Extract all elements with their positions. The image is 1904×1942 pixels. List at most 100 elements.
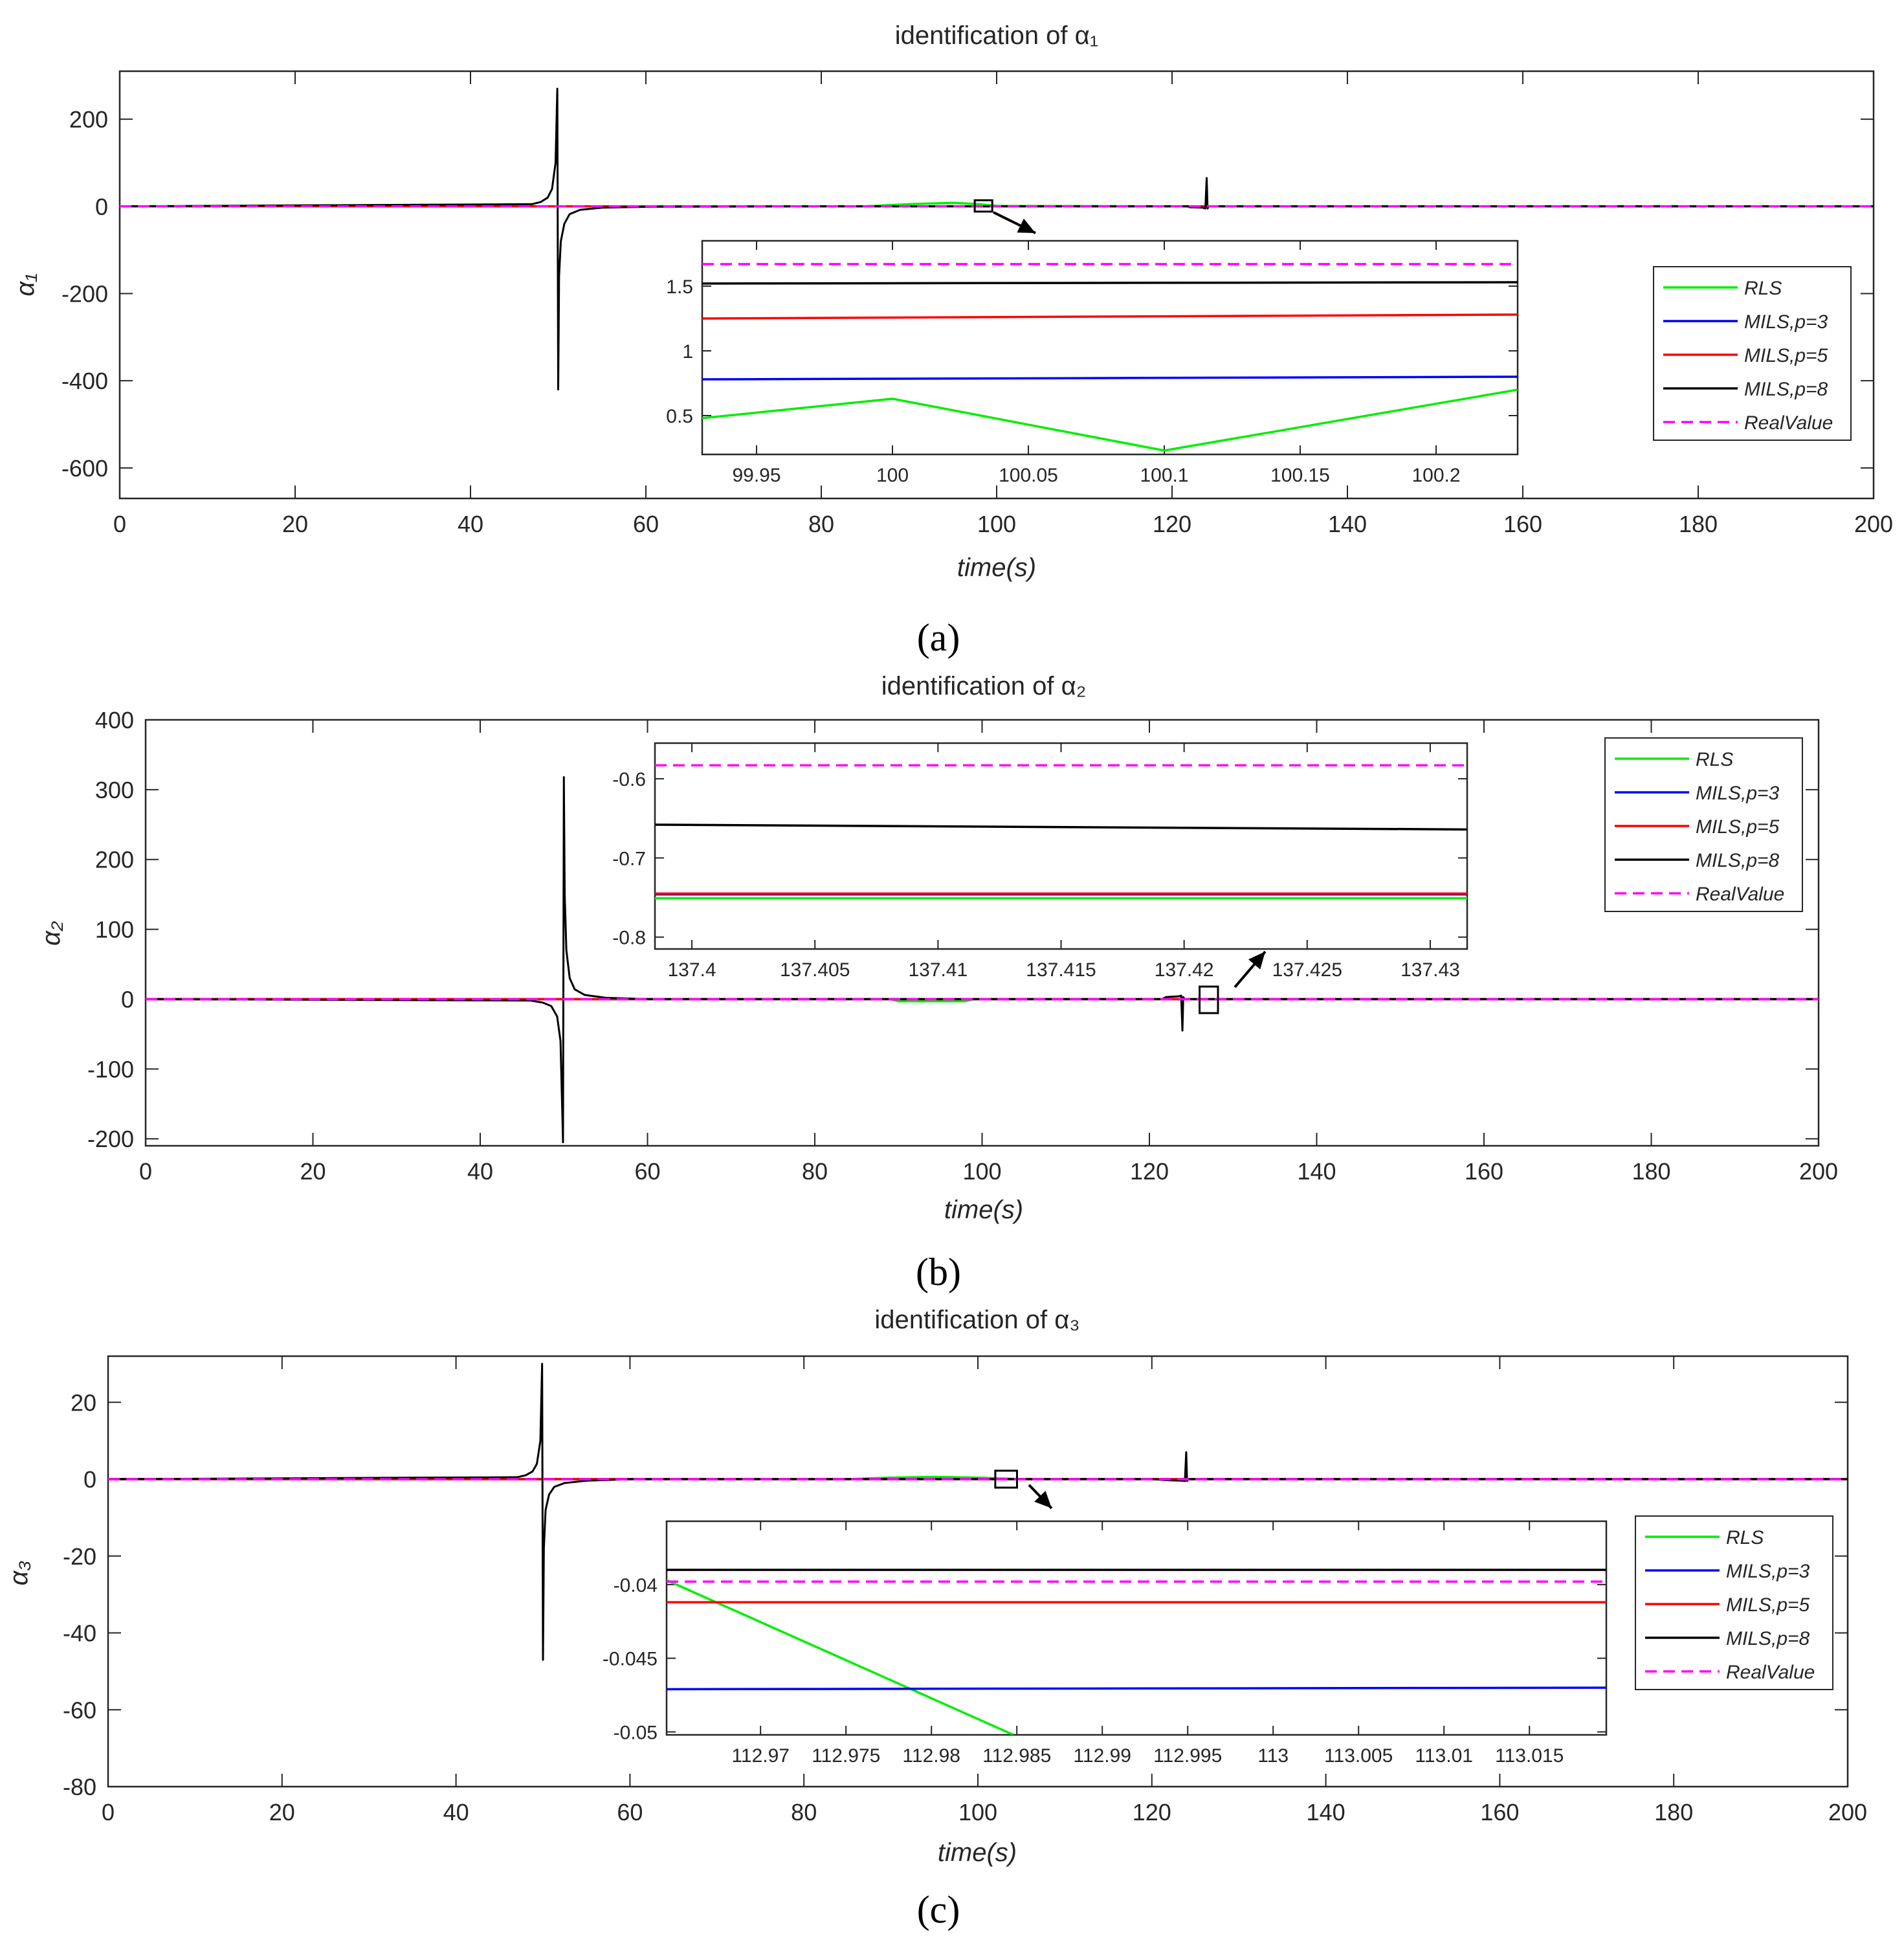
inset-series-line-mils-p-3 [702,375,1518,381]
inset-series-line-mils-p-5 [702,313,1518,320]
x-tick-label: 20 [282,511,308,537]
x-tick-label: 40 [443,1799,469,1825]
inset-x-tick-label: 137.42 [1155,959,1214,981]
panel-label: (b) [916,1251,961,1293]
legend: RLS MILS,p=3 MILS,p=5 MILS,p=8 RealValue [1635,1515,1833,1690]
zoom-arrow-head [1017,218,1035,233]
y-axis-label: α₃ [5,1561,33,1586]
y-tick-label: 0 [83,1466,96,1493]
series-group [108,1363,1848,1661]
y-tick-label: 400 [95,707,134,733]
inset-x-tick-label: 112.975 [812,1745,880,1767]
legend-entry-label: MILS,p=3 [1744,311,1828,333]
x-tick-label: 140 [1297,1158,1336,1185]
inset-y-tick-label: -0.045 [603,1649,658,1670]
inset-series-line-rls [702,388,1518,452]
y-tick-label: -80 [63,1774,96,1800]
x-tick-label: 120 [1133,1799,1171,1825]
inset-x-tick-label: 100.2 [1411,465,1460,486]
inset-x-tick-label: 137.405 [780,959,850,981]
legend-entry-label: MILS,p=3 [1696,783,1780,804]
inset-x-tick-label: 100.1 [1140,465,1188,486]
inset-plot-area [665,1520,1608,1736]
inset-x-tick-label: 112.98 [902,1745,960,1767]
x-tick-label: 120 [1130,1158,1169,1185]
legend-entry-label: RLS [1696,749,1733,770]
legend-box [1635,1515,1833,1690]
inset-x-tick-label: 112.985 [982,1745,1051,1767]
inset-series-group [667,1568,1606,1735]
y-tick-label: -200 [87,1126,134,1152]
legend-entry-label: MILS,p=5 [1744,345,1828,366]
legend-entry-label: MILS,p=5 [1696,816,1780,838]
y-tick-label: -400 [61,368,108,394]
series-line-mils-p-8 [120,87,1874,391]
legend-entry-label: RLS [1744,278,1782,299]
panel-label: (a) [917,616,960,659]
chart-title: identification of α₃ [874,1306,1079,1334]
inset-x-tick-label: 100.05 [999,465,1058,486]
inset-series-group [702,263,1518,452]
chart-title: identification of α₂ [881,672,1087,700]
x-tick-label: 80 [791,1799,817,1825]
inset-x-tick-label: 113.005 [1324,1745,1393,1767]
legend-box [1653,266,1852,441]
x-tick-label: 200 [1828,1799,1867,1825]
zoom-box [973,199,993,213]
legend-entry-label: RLS [1726,1527,1764,1548]
zoom-box [994,1469,1018,1489]
inset-y-tick-label: -0.04 [614,1575,658,1596]
x-tick-label: 40 [467,1158,493,1185]
inset-series-line-mils-p-8 [655,823,1467,831]
zoom-arrow-head [1034,1490,1052,1508]
legend-entry-label: RealValue [1726,1662,1815,1683]
zoom-box [1199,985,1219,1014]
x-tick-label: 160 [1503,511,1542,537]
y-tick-label: 0 [95,194,108,220]
legend-entry-label: MILS,p=5 [1726,1594,1810,1616]
inset-x-tick-label: 112.97 [731,1745,790,1767]
chart-panel-2: 0 20 40 60 80 100 120 140 160 180 200 -200 -100 0 100 2… [37,672,1838,1293]
x-tick-label: 60 [617,1799,643,1825]
inset-x-tick-label: 112.99 [1073,1745,1131,1767]
y-tick-label: 20 [71,1389,96,1416]
x-tick-label: 20 [300,1158,326,1185]
y-tick-label: 200 [69,106,108,133]
x-tick-label: 160 [1480,1799,1519,1825]
inset-x-tick-label: 112.995 [1153,1745,1222,1767]
series-line-mils-p-8 [108,1363,1848,1661]
x-tick-label: 100 [977,511,1016,537]
y-tick-label: 200 [95,847,134,873]
x-tick-label: 80 [808,511,834,537]
x-tick-label: 60 [634,1158,660,1185]
inset-plot-area [654,742,1468,950]
x-tick-label: 140 [1328,511,1367,537]
x-tick-label: 20 [269,1799,295,1825]
inset-x-tick-label: 137.43 [1400,959,1460,981]
inset-x-tick-label: 99.95 [732,465,780,486]
x-axis-label: time(s) [944,1196,1023,1224]
x-tick-label: 60 [633,511,659,537]
inset-x-tick-label: 100.15 [1270,465,1330,486]
x-tick-label: 40 [458,511,483,537]
y-tick-label: -100 [87,1056,134,1082]
x-tick-label: 100 [958,1799,997,1825]
x-tick-label: 180 [1654,1799,1693,1825]
series-group [120,87,1874,391]
series-line-mils-p-8 [146,776,1819,1144]
y-tick-label: 300 [95,777,134,803]
legend: RLS MILS,p=3 MILS,p=5 MILS,p=8 RealValue [1604,737,1803,912]
legend-entry-label: MILS,p=3 [1726,1561,1810,1582]
legend-box [1604,737,1803,912]
x-tick-label: 0 [139,1158,152,1185]
inset-y-tick-label: 1 [682,341,693,363]
y-tick-label: -40 [63,1620,96,1647]
inset-series-line-rls [667,1579,1014,1735]
inset-x-tick-label: 137.4 [668,959,716,981]
y-tick-label: -20 [63,1543,96,1570]
x-tick-label: 80 [802,1158,828,1185]
x-tick-label: 100 [962,1158,1001,1185]
y-axis-label: α₁ [11,273,39,296]
legend-entry-label: MILS,p=8 [1726,1628,1810,1649]
y-tick-label: -600 [61,455,108,482]
